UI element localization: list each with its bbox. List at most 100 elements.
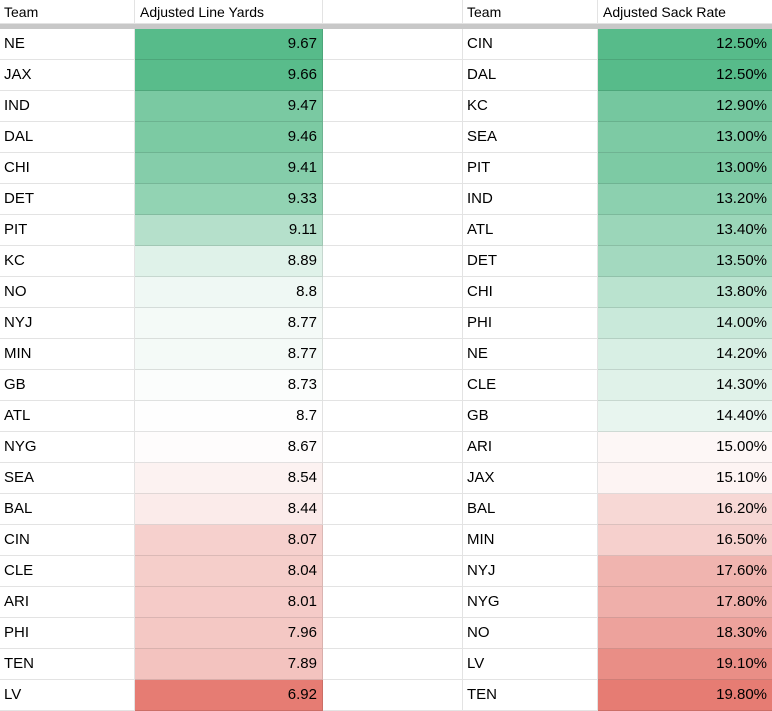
cell-team-line-yards[interactable]: TEN <box>0 649 135 680</box>
cell-value-line-yards[interactable]: 9.47 <box>135 91 323 122</box>
cell-gap[interactable] <box>323 339 463 370</box>
cell-team-line-yards[interactable]: PIT <box>0 215 135 246</box>
cell-gap[interactable] <box>323 153 463 184</box>
cell-team-line-yards[interactable]: DAL <box>0 122 135 153</box>
cell-value-line-yards[interactable]: 8.77 <box>135 308 323 339</box>
cell-value-line-yards[interactable]: 8.89 <box>135 246 323 277</box>
cell-team-sack-rate[interactable]: SEA <box>463 122 598 153</box>
cell-value-sack-rate[interactable]: 18.30% <box>598 618 772 649</box>
cell-gap[interactable] <box>323 401 463 432</box>
cell-value-sack-rate[interactable]: 13.00% <box>598 153 772 184</box>
cell-team-line-yards[interactable]: NYG <box>0 432 135 463</box>
cell-team-line-yards[interactable]: CLE <box>0 556 135 587</box>
cell-team-line-yards[interactable]: PHI <box>0 618 135 649</box>
column-header-gap[interactable] <box>323 0 463 24</box>
cell-gap[interactable] <box>323 525 463 556</box>
cell-value-sack-rate[interactable]: 14.20% <box>598 339 772 370</box>
cell-team-line-yards[interactable]: ARI <box>0 587 135 618</box>
cell-team-sack-rate[interactable]: PIT <box>463 153 598 184</box>
cell-team-line-yards[interactable]: DET <box>0 184 135 215</box>
cell-value-line-yards[interactable]: 7.96 <box>135 618 323 649</box>
cell-team-line-yards[interactable]: BAL <box>0 494 135 525</box>
cell-value-line-yards[interactable]: 8.8 <box>135 277 323 308</box>
cell-gap[interactable] <box>323 680 463 711</box>
cell-value-sack-rate[interactable]: 14.00% <box>598 308 772 339</box>
cell-value-sack-rate[interactable]: 16.50% <box>598 525 772 556</box>
cell-value-line-yards[interactable]: 7.89 <box>135 649 323 680</box>
cell-value-sack-rate[interactable]: 13.50% <box>598 246 772 277</box>
cell-team-sack-rate[interactable]: DAL <box>463 60 598 91</box>
cell-team-sack-rate[interactable]: KC <box>463 91 598 122</box>
cell-gap[interactable] <box>323 60 463 91</box>
cell-value-line-yards[interactable]: 6.92 <box>135 680 323 711</box>
cell-team-sack-rate[interactable]: PHI <box>463 308 598 339</box>
cell-value-sack-rate[interactable]: 14.40% <box>598 401 772 432</box>
cell-team-sack-rate[interactable]: LV <box>463 649 598 680</box>
cell-gap[interactable] <box>323 370 463 401</box>
cell-gap[interactable] <box>323 618 463 649</box>
cell-gap[interactable] <box>323 463 463 494</box>
cell-gap[interactable] <box>323 308 463 339</box>
cell-value-line-yards[interactable]: 9.67 <box>135 29 323 60</box>
cell-value-line-yards[interactable]: 8.44 <box>135 494 323 525</box>
cell-gap[interactable] <box>323 246 463 277</box>
cell-value-line-yards[interactable]: 8.04 <box>135 556 323 587</box>
cell-team-sack-rate[interactable]: JAX <box>463 463 598 494</box>
cell-gap[interactable] <box>323 29 463 60</box>
cell-value-sack-rate[interactable]: 12.50% <box>598 60 772 91</box>
cell-team-line-yards[interactable]: SEA <box>0 463 135 494</box>
cell-team-sack-rate[interactable]: DET <box>463 246 598 277</box>
cell-gap[interactable] <box>323 649 463 680</box>
cell-team-sack-rate[interactable]: ATL <box>463 215 598 246</box>
cell-gap[interactable] <box>323 432 463 463</box>
cell-gap[interactable] <box>323 556 463 587</box>
cell-value-line-yards[interactable]: 8.7 <box>135 401 323 432</box>
cell-value-line-yards[interactable]: 9.11 <box>135 215 323 246</box>
cell-value-line-yards[interactable]: 9.46 <box>135 122 323 153</box>
cell-team-sack-rate[interactable]: MIN <box>463 525 598 556</box>
cell-value-line-yards[interactable]: 8.54 <box>135 463 323 494</box>
cell-team-line-yards[interactable]: KC <box>0 246 135 277</box>
cell-gap[interactable] <box>323 587 463 618</box>
cell-team-sack-rate[interactable]: CIN <box>463 29 598 60</box>
frozen-row-divider[interactable] <box>0 24 772 29</box>
cell-value-sack-rate[interactable]: 15.00% <box>598 432 772 463</box>
cell-team-line-yards[interactable]: JAX <box>0 60 135 91</box>
cell-team-sack-rate[interactable]: GB <box>463 401 598 432</box>
column-header-team-right[interactable]: Team <box>463 0 598 24</box>
cell-value-sack-rate[interactable]: 13.00% <box>598 122 772 153</box>
cell-team-sack-rate[interactable]: NO <box>463 618 598 649</box>
cell-value-sack-rate[interactable]: 12.50% <box>598 29 772 60</box>
cell-value-sack-rate[interactable]: 13.20% <box>598 184 772 215</box>
cell-team-sack-rate[interactable]: NYG <box>463 587 598 618</box>
cell-team-sack-rate[interactable]: IND <box>463 184 598 215</box>
cell-gap[interactable] <box>323 122 463 153</box>
cell-team-sack-rate[interactable]: NYJ <box>463 556 598 587</box>
cell-value-sack-rate[interactable]: 19.10% <box>598 649 772 680</box>
cell-value-sack-rate[interactable]: 17.60% <box>598 556 772 587</box>
cell-team-line-yards[interactable]: CIN <box>0 525 135 556</box>
column-header-adjusted-sack-rate[interactable]: Adjusted Sack Rate <box>598 0 772 24</box>
cell-gap[interactable] <box>323 215 463 246</box>
cell-team-line-yards[interactable]: LV <box>0 680 135 711</box>
cell-value-line-yards[interactable]: 9.66 <box>135 60 323 91</box>
cell-team-line-yards[interactable]: GB <box>0 370 135 401</box>
cell-value-line-yards[interactable]: 9.33 <box>135 184 323 215</box>
cell-value-sack-rate[interactable]: 17.80% <box>598 587 772 618</box>
cell-team-sack-rate[interactable]: ARI <box>463 432 598 463</box>
cell-value-line-yards[interactable]: 8.67 <box>135 432 323 463</box>
cell-value-line-yards[interactable]: 8.01 <box>135 587 323 618</box>
cell-value-line-yards[interactable]: 8.73 <box>135 370 323 401</box>
cell-value-line-yards[interactable]: 8.07 <box>135 525 323 556</box>
cell-team-line-yards[interactable]: NE <box>0 29 135 60</box>
cell-value-sack-rate[interactable]: 16.20% <box>598 494 772 525</box>
cell-team-line-yards[interactable]: CHI <box>0 153 135 184</box>
cell-value-sack-rate[interactable]: 12.90% <box>598 91 772 122</box>
cell-team-line-yards[interactable]: IND <box>0 91 135 122</box>
cell-team-line-yards[interactable]: ATL <box>0 401 135 432</box>
column-header-team-left[interactable]: Team <box>0 0 135 24</box>
cell-gap[interactable] <box>323 184 463 215</box>
cell-team-line-yards[interactable]: MIN <box>0 339 135 370</box>
cell-gap[interactable] <box>323 494 463 525</box>
cell-team-sack-rate[interactable]: CHI <box>463 277 598 308</box>
